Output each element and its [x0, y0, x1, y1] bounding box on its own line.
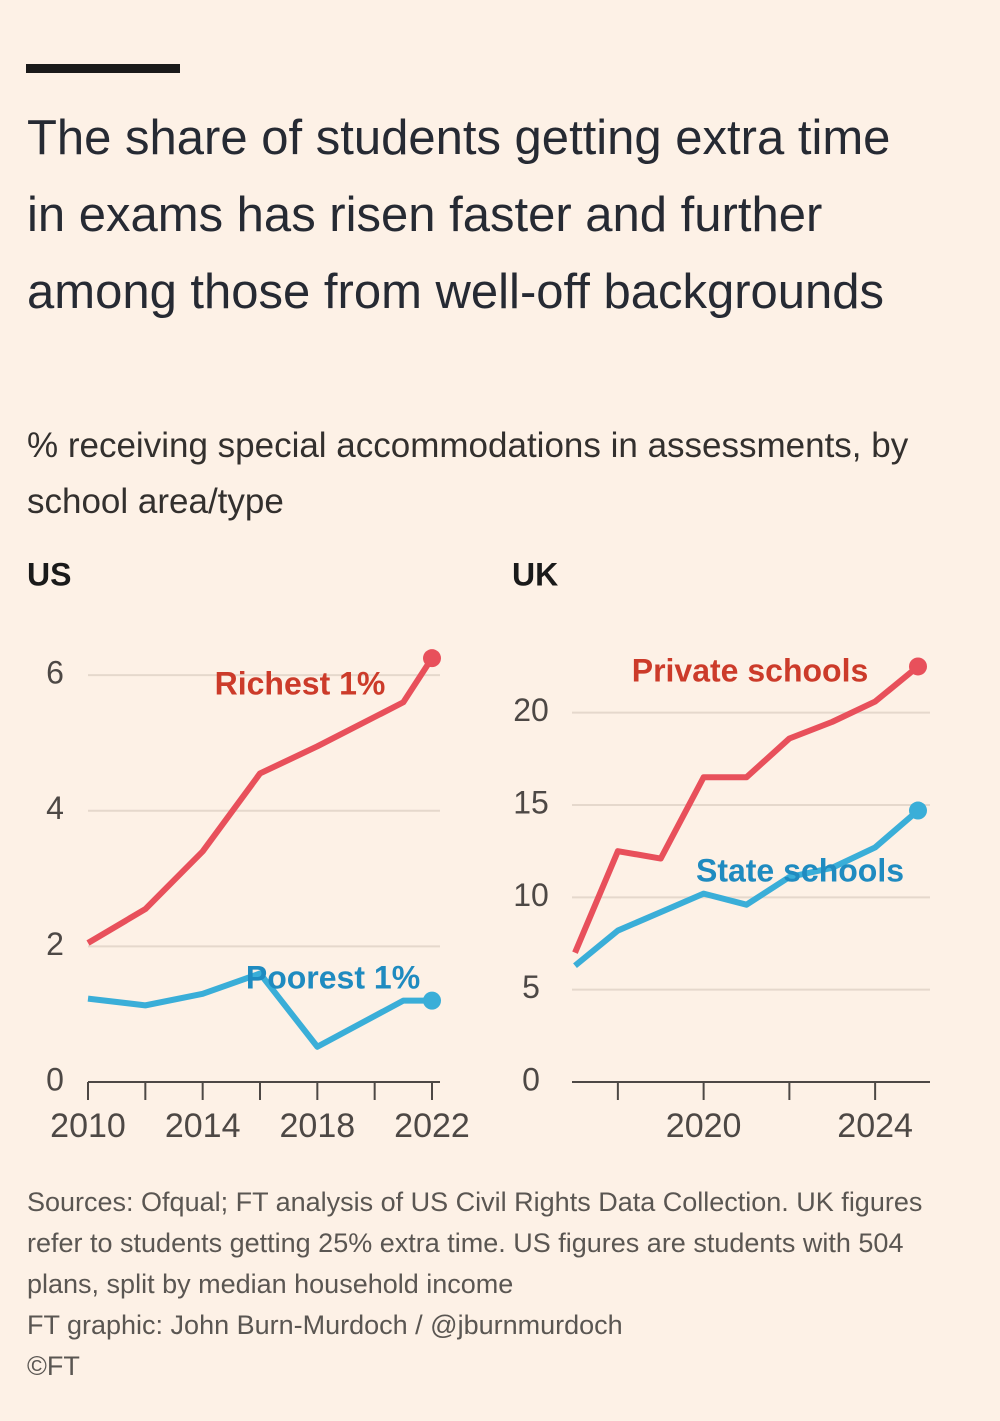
series-line — [86, 656, 435, 946]
y-tick-label: 20 — [513, 692, 549, 728]
y-tick-label: 10 — [513, 877, 549, 913]
title: The share of students getting extra time… — [27, 111, 891, 319]
subtitle: % receiving special accommodations in as… — [27, 426, 909, 521]
end-dot — [909, 657, 927, 676]
credit: FT graphic: John Burn-Murdoch / @jburnmu… — [27, 1310, 623, 1340]
y-tick-label: 15 — [513, 784, 549, 820]
sources: Sources: Ofqual; FT analysis of US Civil… — [27, 1187, 923, 1299]
series-line — [573, 808, 920, 968]
end-dot — [909, 801, 927, 820]
y-tick-label: 5 — [522, 969, 540, 1005]
series-label: Poorest 1% — [246, 959, 420, 995]
y-tick-label: 4 — [46, 790, 64, 826]
top-rule — [26, 64, 180, 73]
x-tick-label: 2020 — [666, 1107, 742, 1145]
copyright: ©FT — [27, 1351, 80, 1381]
y-tick-label: 6 — [46, 655, 64, 691]
series-label: Private schools — [632, 652, 869, 688]
y-tick-label: 0 — [522, 1061, 540, 1097]
end-dot — [423, 649, 441, 668]
x-tick-label: 2018 — [280, 1107, 356, 1145]
y-tick-label: 2 — [46, 926, 64, 962]
footer: Sources: Ofqual; FT analysis of US Civil… — [27, 1182, 947, 1387]
series-label: Richest 1% — [215, 665, 386, 701]
end-dot — [423, 991, 441, 1010]
x-tick-label: 2022 — [394, 1107, 470, 1145]
series-line — [87, 970, 432, 1050]
panel-title: US — [27, 556, 71, 592]
series-line — [572, 664, 920, 954]
x-tick-label: 2010 — [50, 1107, 126, 1145]
x-tick-label: 2014 — [165, 1107, 241, 1145]
y-tick-label: 0 — [46, 1061, 64, 1097]
panel-title: UK — [512, 556, 558, 592]
x-tick-label: 2024 — [837, 1107, 913, 1145]
series-label: State schools — [696, 852, 904, 888]
